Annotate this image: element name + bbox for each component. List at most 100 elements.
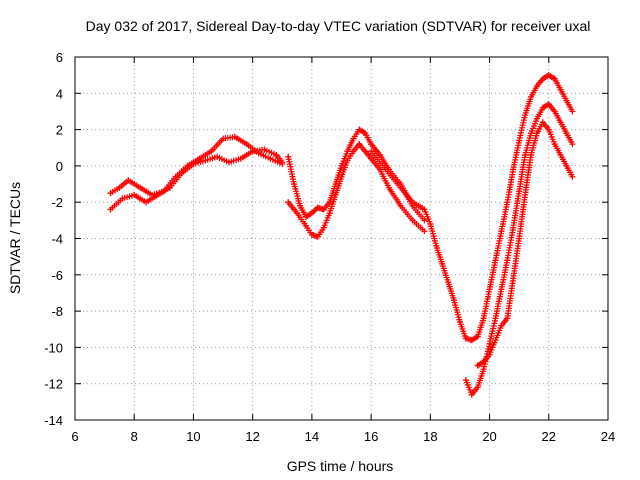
- data-point: [297, 202, 304, 209]
- data-point: [376, 152, 383, 159]
- data-point: [510, 224, 517, 231]
- data-point: [131, 191, 138, 198]
- data-point: [528, 130, 535, 137]
- chart-title: Day 032 of 2017, Sidereal Day-to-day VTE…: [86, 18, 591, 34]
- data-point: [545, 126, 552, 133]
- data-point: [107, 206, 114, 213]
- series-track-c: [285, 126, 428, 224]
- data-point: [551, 75, 558, 82]
- data-point: [291, 181, 298, 188]
- data-point: [522, 112, 529, 119]
- data-point: [557, 152, 564, 159]
- y-tick-label: -4: [51, 232, 63, 247]
- data-point: [421, 206, 428, 213]
- data-point: [308, 210, 315, 217]
- data-point: [569, 173, 576, 180]
- x-tick-label: 24: [601, 429, 615, 444]
- y-tick-label: -6: [51, 268, 63, 283]
- data-point: [362, 130, 369, 137]
- data-point: [557, 119, 564, 126]
- x-tick-label: 14: [305, 429, 319, 444]
- data-point: [243, 141, 250, 148]
- data-point: [273, 152, 280, 159]
- data-point: [350, 148, 357, 155]
- data-point: [196, 155, 203, 162]
- data-point: [492, 337, 499, 344]
- data-point: [439, 260, 446, 267]
- series-track-d: [285, 141, 428, 240]
- data-point: [119, 195, 126, 202]
- data-point: [382, 166, 389, 173]
- data-point: [569, 108, 576, 115]
- data-point: [510, 166, 517, 173]
- data-point: [338, 173, 345, 180]
- y-tick-label: -14: [44, 413, 63, 428]
- data-point: [539, 104, 546, 111]
- data-point: [137, 184, 144, 191]
- data-point: [445, 279, 452, 286]
- data-point: [539, 119, 546, 126]
- data-point: [516, 235, 523, 242]
- data-point: [486, 286, 493, 293]
- data-point: [480, 315, 487, 322]
- data-point: [498, 286, 505, 293]
- data-point: [563, 162, 570, 169]
- data-point: [474, 362, 481, 369]
- data-point: [344, 148, 351, 155]
- data-point: [214, 153, 221, 160]
- data-point: [522, 191, 529, 198]
- y-tick-label: 0: [56, 159, 63, 174]
- data-point: [320, 224, 327, 231]
- data-point: [563, 130, 570, 137]
- x-tick-label: 16: [364, 429, 378, 444]
- data-point: [551, 141, 558, 148]
- data-point: [368, 141, 375, 148]
- x-axis-title: GPS time / hours: [287, 458, 394, 474]
- data-point: [314, 233, 321, 240]
- data-point: [528, 152, 535, 159]
- data-point: [320, 206, 327, 213]
- data-point: [279, 159, 286, 166]
- data-point: [332, 191, 339, 198]
- data-point: [421, 217, 428, 224]
- data-point: [451, 297, 458, 304]
- data-point: [231, 133, 238, 140]
- data-point: [166, 184, 173, 191]
- data-point: [516, 188, 523, 195]
- data-point: [480, 358, 487, 365]
- data-point: [468, 337, 475, 344]
- y-tick-label: -2: [51, 195, 63, 210]
- data-point: [498, 322, 505, 329]
- data-point: [563, 97, 570, 104]
- data-point: [456, 318, 463, 325]
- x-tick-label: 10: [186, 429, 200, 444]
- data-point: [486, 351, 493, 358]
- x-tick-label: 18: [423, 429, 437, 444]
- data-point: [409, 199, 416, 206]
- series-track-f: [462, 101, 576, 398]
- data-point: [474, 384, 481, 391]
- data-point: [249, 148, 256, 155]
- data-point: [202, 157, 209, 164]
- y-tick-label: -8: [51, 304, 63, 319]
- data-point: [533, 115, 540, 122]
- series-track-e: [368, 72, 576, 344]
- data-point: [492, 315, 499, 322]
- series-markers: [368, 72, 575, 344]
- data-point: [356, 126, 363, 133]
- data-point: [208, 148, 215, 155]
- data-point: [462, 335, 469, 342]
- data-point: [314, 204, 321, 211]
- data-point: [376, 166, 383, 173]
- data-point: [368, 155, 375, 162]
- plot-series: [107, 72, 576, 398]
- data-point: [533, 83, 540, 90]
- y-tick-label: 2: [56, 123, 63, 138]
- data-point: [409, 217, 416, 224]
- data-point: [344, 157, 351, 164]
- data-point: [480, 366, 487, 373]
- data-point: [308, 231, 315, 238]
- data-point: [143, 199, 150, 206]
